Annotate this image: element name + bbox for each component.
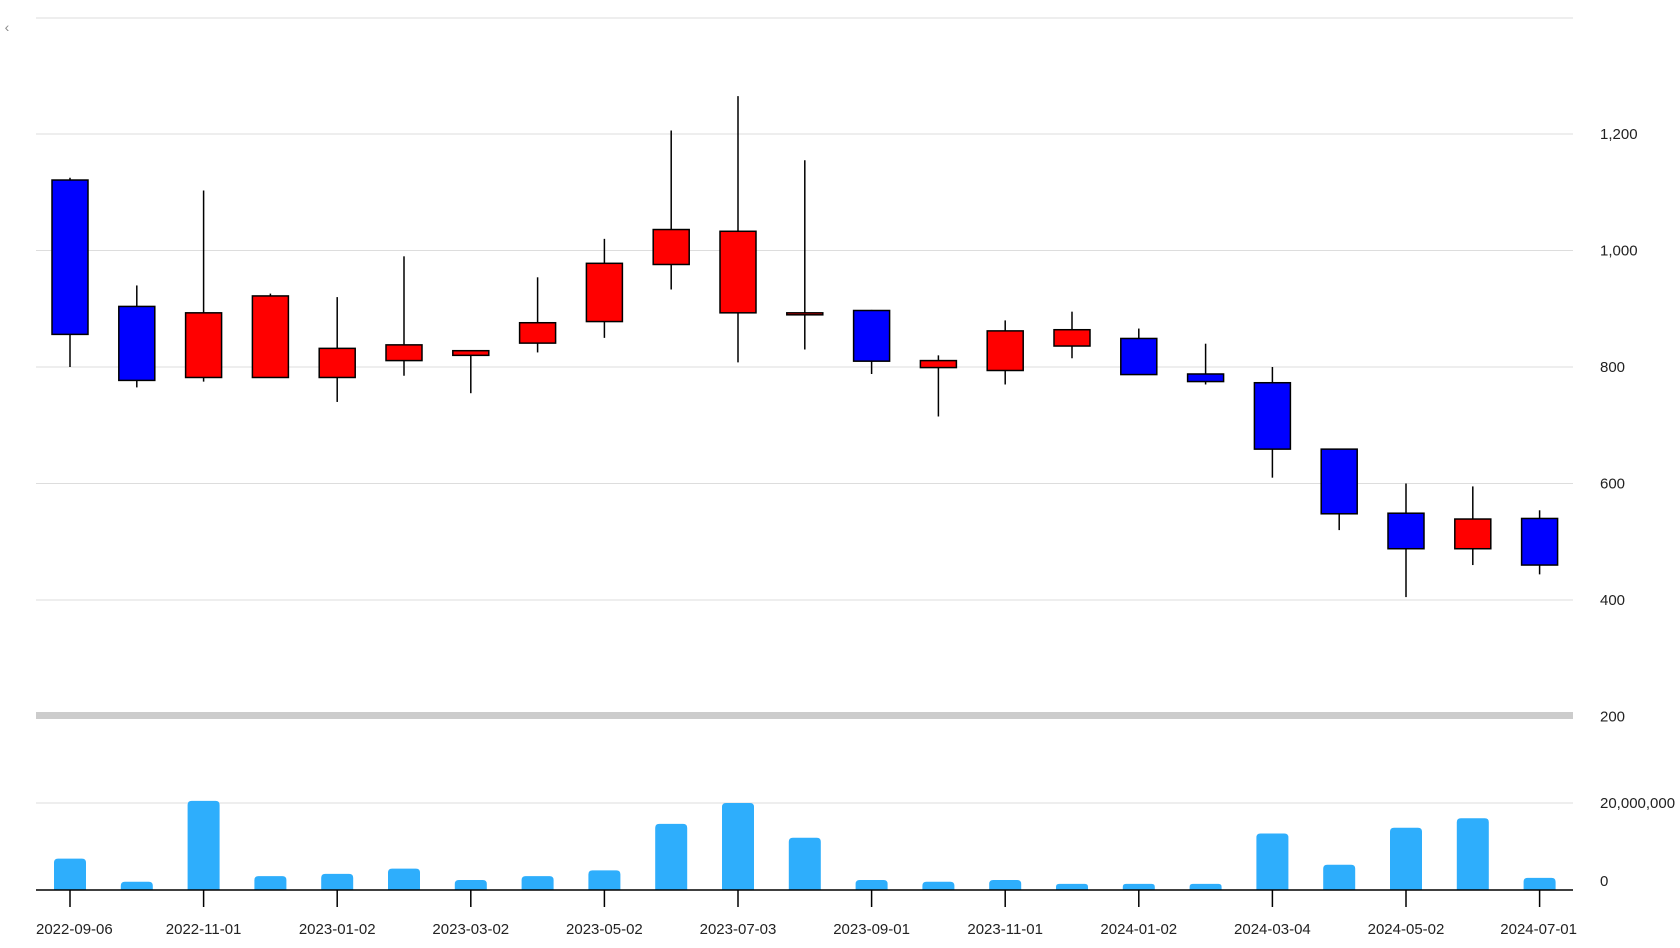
- volume-bar: [655, 823, 688, 890]
- x-tick-label: 2024-01-02: [1100, 921, 1177, 938]
- candle: [118, 285, 156, 388]
- candle: [919, 355, 958, 417]
- candle-body: [452, 349, 490, 357]
- candle-body: [986, 330, 1024, 372]
- volume-bar: [1456, 818, 1489, 890]
- candle-body: [1120, 337, 1158, 376]
- x-tick-label: 2024-07-01: [1500, 921, 1577, 938]
- volume-bar: [1056, 883, 1088, 890]
- candle: [1454, 486, 1492, 566]
- candle: [852, 309, 891, 374]
- candle-body: [652, 228, 690, 266]
- x-tick-label: 2023-11-01: [967, 921, 1043, 938]
- candle: [585, 238, 624, 338]
- price-tick-label: 600: [1600, 476, 1625, 493]
- pane-divider-handle[interactable]: [36, 712, 1573, 719]
- volume-bar: [454, 879, 487, 890]
- price-y-axis: 200 400 600 800 1,000 1,200: [1600, 126, 1638, 726]
- volume-bar: [1390, 827, 1422, 890]
- candle: [518, 277, 557, 353]
- candle: [986, 320, 1024, 385]
- volume-bar: [120, 881, 153, 890]
- candle: [1520, 510, 1559, 575]
- candle-body: [118, 305, 156, 382]
- volume-bar: [1122, 883, 1155, 890]
- candle-body: [852, 309, 891, 362]
- candle: [786, 160, 824, 350]
- candle-body: [51, 179, 89, 336]
- candle-body: [585, 262, 624, 323]
- volume-bar: [388, 868, 420, 890]
- x-tick-label: 2023-01-02: [299, 921, 376, 938]
- volume-bar: [521, 876, 554, 890]
- volume-bar: [922, 881, 955, 890]
- volume-bar: [254, 876, 287, 890]
- candle-body: [251, 295, 290, 379]
- volume-tick-label: 0: [1600, 873, 1608, 890]
- x-tick-label: 2022-11-01: [166, 921, 242, 938]
- volume-tick-label: 20,000,000: [1600, 795, 1675, 812]
- candle-body: [786, 312, 824, 316]
- candle-body: [385, 344, 423, 362]
- volume-bar: [1323, 864, 1356, 890]
- volume-bar: [989, 879, 1022, 890]
- x-tick-label: 2024-03-04: [1234, 921, 1311, 938]
- volume-bar: [321, 873, 354, 890]
- x-tick-label: 2022-09-06: [36, 921, 113, 938]
- volume-bar-series: [54, 800, 1556, 890]
- candlestick-series: [51, 96, 1559, 598]
- price-tick-label: 800: [1600, 359, 1625, 376]
- candle-body: [1320, 448, 1358, 515]
- candle-body: [184, 312, 223, 379]
- candle-body: [1053, 328, 1091, 347]
- volume-bar: [187, 800, 220, 890]
- price-tick-label: 1,200: [1600, 126, 1638, 143]
- x-tick-label: 2023-05-02: [566, 921, 643, 938]
- chevron-left-icon: ‹: [4, 19, 10, 35]
- x-tick-label: 2023-09-01: [833, 921, 910, 938]
- candle-body: [1454, 518, 1492, 550]
- volume-bar: [54, 858, 86, 890]
- candle: [51, 177, 89, 367]
- candle-body: [919, 359, 958, 369]
- candle-body: [1520, 517, 1559, 566]
- candle: [452, 349, 490, 394]
- volume-bar: [722, 803, 754, 890]
- candle: [184, 190, 223, 382]
- volume-bar: [1256, 833, 1289, 890]
- candle: [652, 130, 690, 290]
- x-tick-label: 2024-05-02: [1368, 921, 1445, 938]
- collapse-panel-button[interactable]: ‹: [0, 14, 14, 40]
- candle-body: [318, 347, 356, 379]
- candle: [1053, 311, 1091, 359]
- volume-bar: [1189, 883, 1222, 890]
- candle-body: [1387, 512, 1425, 550]
- candle: [1186, 343, 1225, 385]
- candle: [251, 293, 290, 379]
- x-tick-label: 2023-07-03: [700, 921, 777, 938]
- price-tick-label: 400: [1600, 592, 1625, 609]
- candle-body: [1253, 381, 1292, 450]
- x-axis: 2022-09-06 2022-11-01 2023-01-02 2023-03-02…: [36, 889, 1577, 938]
- volume-y-axis: 0 20,000,000: [1600, 795, 1675, 890]
- price-tick-label: 1,000: [1600, 243, 1638, 260]
- candle: [1320, 448, 1358, 531]
- x-tick-label: 2023-03-02: [432, 921, 509, 938]
- candle: [318, 297, 356, 402]
- price-tick-label: 200: [1600, 709, 1625, 726]
- volume-bar: [788, 837, 821, 890]
- candle: [1253, 367, 1292, 478]
- candle: [1387, 483, 1425, 598]
- candle: [1120, 328, 1158, 376]
- volume-bar: [588, 870, 621, 890]
- volume-bar: [1523, 877, 1556, 890]
- candle: [385, 256, 423, 376]
- candle-body: [1186, 373, 1225, 383]
- volume-bar: [855, 879, 888, 890]
- candle: [719, 96, 757, 363]
- candle-body: [719, 230, 757, 314]
- price-gridlines: [36, 17, 1573, 601]
- candle-body: [518, 321, 557, 344]
